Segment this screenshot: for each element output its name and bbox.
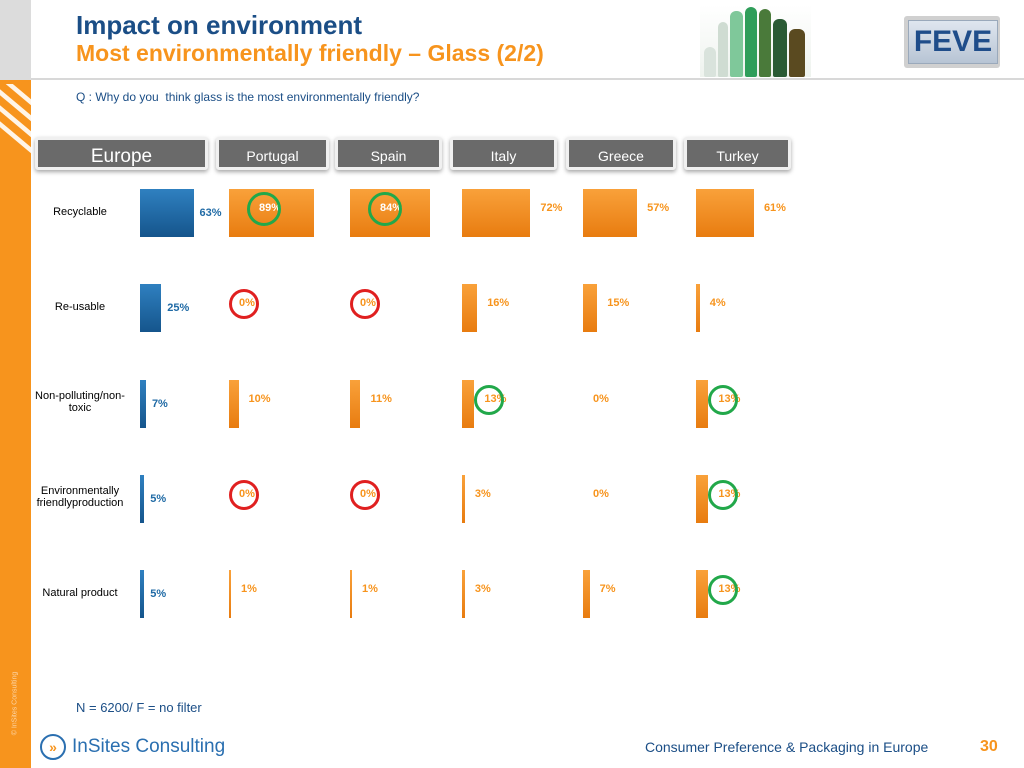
bar [462,189,531,237]
bar [462,570,465,618]
data-label: 57% [647,202,670,214]
bar [583,284,598,332]
header-divider [31,78,1024,80]
category-label: Recyclable [53,206,107,218]
footer-title: Consumer Preference & Packaging in Europ… [645,739,929,755]
feve-logo: FEVE [908,20,998,64]
bar [140,475,145,523]
data-label: 25% [167,302,190,314]
category-label: Environmentally friendlyproduction [36,485,124,509]
tab-italy: Italy [450,137,557,170]
data-label: 89% [259,202,282,214]
bar [350,570,352,618]
data-label: 7% [151,398,168,410]
data-label: 15% [607,297,630,309]
side-copyright: © InSites Consulting [11,671,19,736]
bar [462,475,465,523]
bar [696,189,754,237]
page-title: Impact on environment [76,10,363,40]
bar [229,570,231,618]
footer-brand: InSites Consulting [72,736,226,757]
data-label: 0% [239,488,255,500]
data-label: 61% [763,202,786,214]
highlight-circle [368,192,402,226]
glass-bottles-image [700,5,811,77]
base-note: N = 6200/ F = no filter [76,700,202,715]
bar [696,284,700,332]
highlight-circle [229,289,259,319]
insites-logo-icon: » [40,734,66,760]
data-label: 7% [599,583,616,595]
data-label: 3% [474,583,491,595]
data-label: 11% [370,393,392,405]
orange-stripes-decoration [0,84,31,164]
data-label: 0% [360,297,376,309]
bar [583,570,590,618]
highlight-circle [350,289,380,319]
left-grey-band [0,0,31,80]
highlight-circle [247,192,281,226]
tab-europe: Europe [35,137,208,170]
data-label: 13% [718,583,741,595]
highlight-circle [350,480,380,510]
bar [140,284,162,332]
bar [350,380,361,428]
data-label: 16% [487,297,510,309]
tab-spain: Spain [335,137,442,170]
data-label: 1% [241,583,257,595]
page-number: 30 [980,738,998,755]
bar [583,189,638,237]
bar [696,380,709,428]
tab-portugal: Portugal [216,137,329,170]
bar [350,189,430,237]
highlight-circle [229,480,259,510]
category-label: Natural product [42,587,118,599]
bar [140,570,145,618]
tab-turkey: Turkey [684,137,791,170]
data-label: 13% [718,488,741,500]
bar [229,380,239,428]
data-label: 63% [199,207,222,219]
bar [140,380,146,428]
highlight-circle [708,575,739,605]
data-label: 0% [360,488,376,500]
page-subtitle: Most environmentally friendly – Glass (2… [76,40,544,66]
data-label: 10% [248,393,271,405]
highlight-circle [708,385,739,415]
highlight-circle [474,385,505,415]
bar [140,189,194,237]
data-label: 4% [709,297,726,309]
data-label: 0% [593,393,609,405]
tab-greece: Greece [566,137,676,170]
data-label: 0% [239,297,255,309]
bar [696,570,709,618]
highlight-circle [708,480,739,510]
data-label: 13% [718,393,741,405]
data-label: 5% [150,588,167,600]
data-label: 3% [474,488,491,500]
bar [462,284,478,332]
data-label: 1% [362,583,378,595]
category-label: Re-usable [54,301,106,313]
category-label: Non-polluting/non- toxic [35,390,125,414]
bar [229,189,314,237]
survey-question: Q : Why do you think glass is the most e… [76,90,420,104]
data-label: 84% [380,202,403,214]
bar [462,380,475,428]
data-label: 72% [540,202,563,214]
data-label: 13% [484,393,507,405]
data-label: 5% [150,493,167,505]
bar [696,475,709,523]
data-label: 0% [593,488,609,500]
